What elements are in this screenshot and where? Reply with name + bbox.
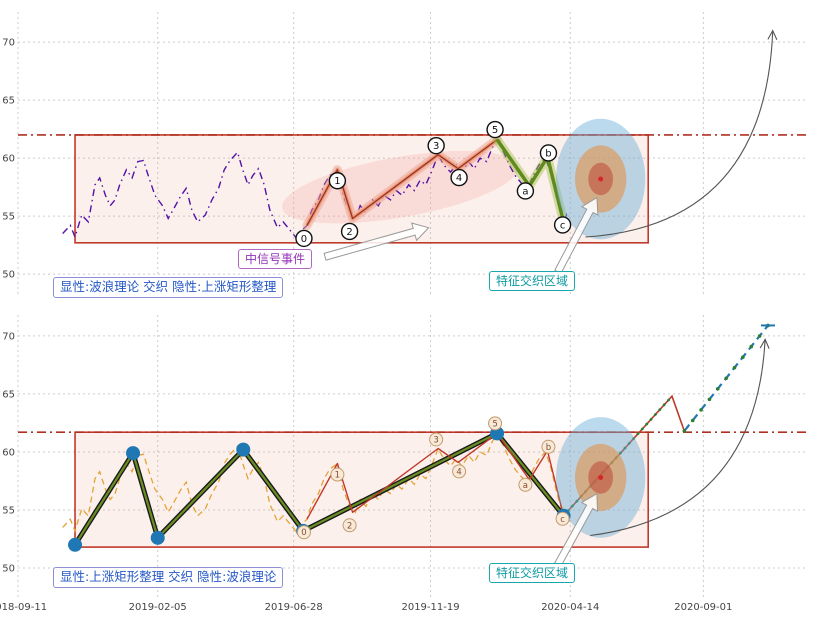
wave-marker-label: 4 bbox=[456, 173, 462, 184]
pivot-dot bbox=[126, 446, 141, 461]
projection-dot bbox=[741, 355, 745, 359]
wave-thin-line bbox=[306, 432, 565, 520]
wave-marker bbox=[296, 525, 311, 540]
projection-dot bbox=[732, 365, 737, 370]
wave-marker-label: a bbox=[522, 186, 528, 197]
y-tick-label: 70 bbox=[2, 38, 15, 49]
wave-marker-label: c bbox=[560, 220, 566, 231]
target-center-dot bbox=[598, 474, 604, 480]
wave-marker-label: 3 bbox=[433, 435, 438, 445]
wave-marker-label: 1 bbox=[335, 471, 340, 481]
wave-marker-label: 4 bbox=[456, 467, 461, 477]
y-tick-label: 55 bbox=[2, 212, 15, 223]
wave-marker bbox=[342, 518, 357, 533]
wave-marker-label: 3 bbox=[433, 141, 439, 152]
pivot-dot bbox=[236, 442, 251, 457]
y-tick-label: 55 bbox=[2, 505, 15, 516]
wave-marker bbox=[340, 222, 359, 241]
wave-marker bbox=[328, 172, 347, 190]
x-tick-label: 2019-06-28 bbox=[265, 602, 323, 613]
wave-marker bbox=[450, 168, 468, 187]
wave-marker-label: b bbox=[545, 148, 551, 159]
wave-marker bbox=[486, 120, 504, 139]
x-tick-label: 2020-09-01 bbox=[674, 602, 732, 613]
y-tick-label: 65 bbox=[2, 389, 15, 400]
wave-marker-label: c bbox=[560, 515, 565, 525]
wave-marker-label: 0 bbox=[301, 528, 306, 538]
callout-arrow bbox=[554, 196, 599, 275]
projection-dot bbox=[699, 408, 703, 412]
projection-dot bbox=[682, 429, 687, 433]
wave-marker bbox=[427, 136, 445, 155]
pivot-dot bbox=[150, 530, 165, 545]
wave-marker bbox=[539, 144, 558, 162]
wave-marker bbox=[516, 182, 535, 200]
wave-marker-label: 5 bbox=[492, 125, 498, 136]
callout-arrow bbox=[323, 222, 430, 261]
wave-marker-label: 1 bbox=[334, 176, 340, 187]
y-tick-label: 70 bbox=[2, 331, 15, 342]
wave-marker bbox=[518, 477, 533, 492]
y-tick-label: 50 bbox=[2, 270, 15, 281]
wave-marker-label: a bbox=[523, 481, 528, 491]
annotation-feature-zone-bottom: 特征交织区域 bbox=[489, 563, 576, 584]
wave-marker bbox=[429, 432, 444, 447]
wave-marker bbox=[452, 464, 467, 479]
y-tick-label: 60 bbox=[2, 447, 15, 458]
wave-marker-label: 2 bbox=[347, 521, 352, 531]
projection-dot bbox=[749, 344, 754, 349]
wave-marker-label: 2 bbox=[346, 227, 352, 238]
abc-line bbox=[495, 138, 566, 223]
projection-dot bbox=[757, 334, 762, 338]
projection-dot bbox=[690, 418, 695, 423]
projection-dot bbox=[707, 397, 712, 402]
wave-marker bbox=[541, 439, 556, 454]
y-tick-label: 65 bbox=[2, 96, 15, 107]
x-tick-label: 2020-04-14 bbox=[541, 602, 599, 613]
x-tick-label: 2018-09-11 bbox=[0, 602, 47, 613]
arrow-head bbox=[767, 29, 778, 40]
panel-rect-explicit: 2018-09-11 2019-02-05 2019-06-28 2019-11-19… bbox=[0, 315, 806, 613]
callout-arrow bbox=[554, 492, 599, 567]
wave-marker bbox=[553, 216, 572, 234]
curve-arrow bbox=[590, 339, 766, 537]
wave-marker-label: 0 bbox=[301, 234, 307, 245]
wave-marker bbox=[488, 416, 503, 431]
wave-marker bbox=[555, 511, 570, 526]
legend-label-bottom: 显性:上涨矩形整理 交织 隐性:波浪理论 bbox=[53, 567, 284, 588]
projection-dot bbox=[715, 387, 720, 391]
wave-marker-label: b bbox=[546, 443, 551, 453]
wave-marker-label: 5 bbox=[492, 419, 497, 429]
price-line bbox=[62, 432, 570, 534]
wave-marker bbox=[330, 467, 345, 482]
legend-label-top: 显性:波浪理论 交织 隐性:上涨矩形整理 bbox=[53, 277, 284, 298]
arrow-head bbox=[759, 338, 770, 349]
y-tick-label: 50 bbox=[2, 563, 15, 574]
annotation-feature-zone-top: 特征交织区域 bbox=[489, 271, 576, 292]
wave-marker bbox=[295, 229, 313, 248]
annotation-signal-event: 中信号事件 bbox=[238, 249, 313, 270]
x-tick-label: 2019-02-05 bbox=[129, 602, 187, 613]
curve-arrow bbox=[585, 30, 774, 238]
target-center-dot bbox=[598, 176, 604, 182]
pivot-dot bbox=[68, 537, 83, 552]
projection-dot bbox=[724, 376, 728, 381]
y-tick-label: 60 bbox=[2, 154, 15, 165]
x-tick-label: 2019-11-19 bbox=[401, 602, 459, 613]
panel-wave-explicit: 50 55 60 65 70 0 1 2 3 4 5 a b c bbox=[2, 12, 806, 295]
